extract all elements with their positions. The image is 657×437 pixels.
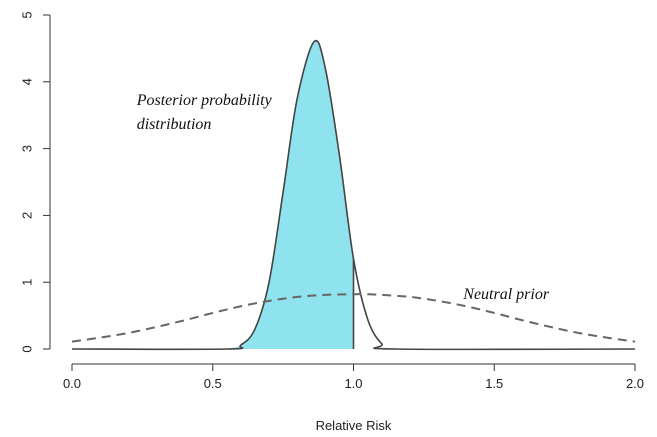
posterior-curve — [71, 39, 636, 351]
x-tick-label: 1.0 — [344, 376, 362, 391]
y-tick-label: 2 — [19, 212, 34, 219]
posterior-annotation-line2: distribution — [137, 116, 212, 133]
y-tick-label: 5 — [19, 11, 34, 18]
y-tick-label: 3 — [19, 145, 34, 152]
y-tick-label: 1 — [19, 279, 34, 286]
prior-annotation: Neutral prior — [462, 286, 550, 303]
posterior-annotation-line1: Posterior probability — [136, 92, 273, 109]
neutral-prior-curve — [71, 293, 636, 343]
x-axis-title: Relative Risk — [316, 418, 392, 433]
y-tick-label: 0 — [19, 345, 34, 352]
x-axis: 0.0 0.5 1.0 1.5 2.0 — [63, 363, 644, 391]
x-tick-label: 0.0 — [63, 376, 81, 391]
posterior-annotation: Posterior probability distribution — [136, 92, 276, 133]
y-axis: 0 1 2 3 4 5 — [19, 11, 51, 353]
x-tick-label: 1.5 — [485, 376, 503, 391]
x-tick-label: 2.0 — [626, 376, 644, 391]
y-tick-label: 4 — [19, 78, 34, 85]
x-tick-label: 0.5 — [204, 376, 222, 391]
posterior-fill-area — [226, 40, 354, 350]
